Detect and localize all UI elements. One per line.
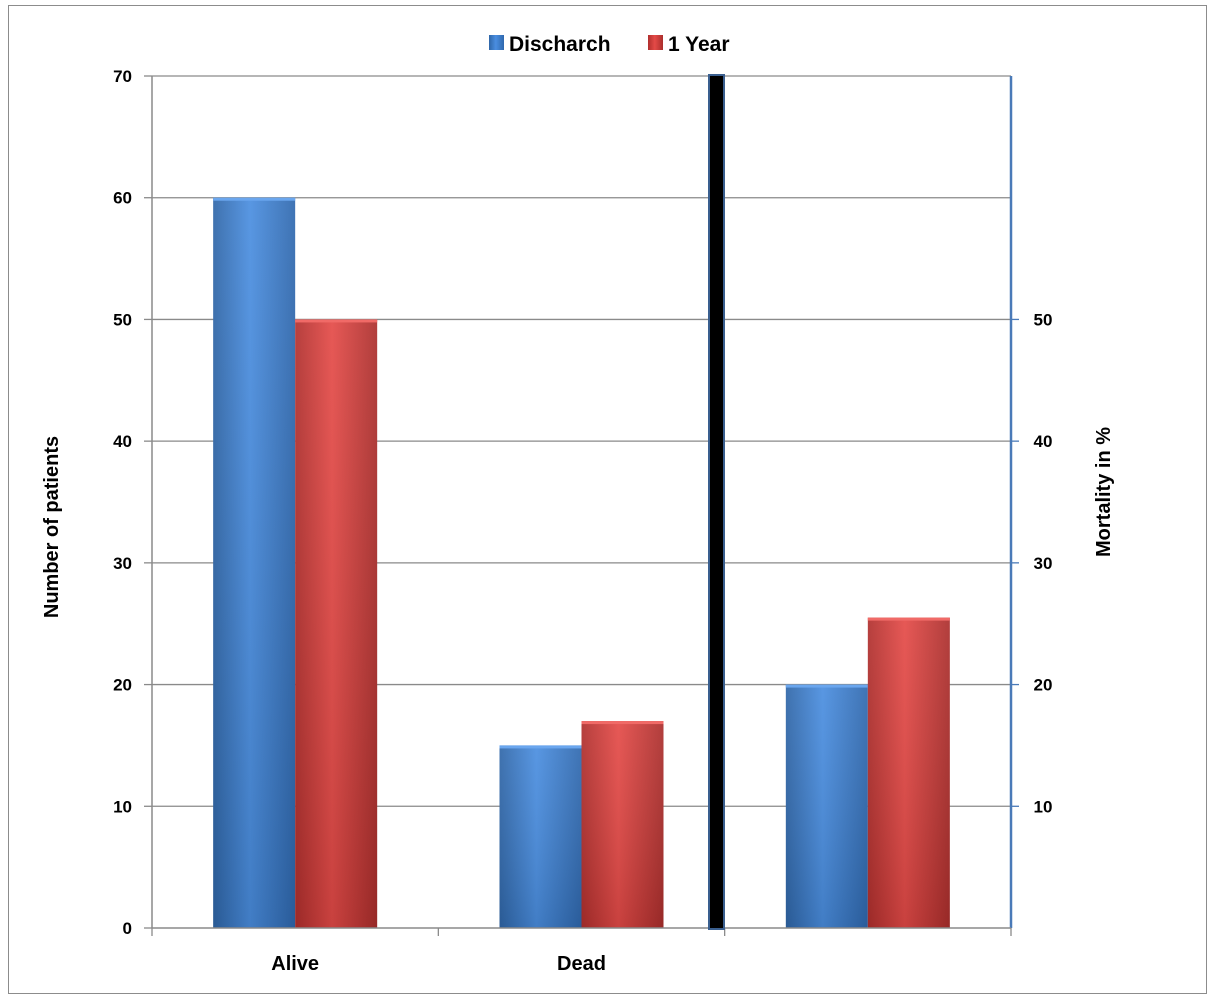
x-category-label: Alive [271, 953, 319, 975]
y2-axis-title: Mortality in % [1093, 427, 1115, 557]
bar-shade [499, 745, 582, 928]
y2-tick-label: 30 [1034, 554, 1053, 573]
bar-top-edge [867, 617, 950, 621]
bar-top-edge [581, 721, 664, 725]
legend: Discharch 1 Year [489, 33, 730, 56]
bars [213, 197, 950, 928]
legend-swatch-discharch [489, 35, 504, 50]
legend-label-1-year: 1 Year [668, 33, 730, 56]
bar-top-edge [213, 197, 296, 201]
y-tick-label: 10 [113, 797, 132, 816]
x-category-label: Dead [557, 953, 606, 975]
y2-tick-label: 20 [1034, 676, 1053, 695]
axes [144, 75, 1019, 936]
chart-divider [708, 74, 725, 930]
y-tick-label: 60 [113, 189, 132, 208]
bar-shade [785, 684, 868, 928]
y-tick-labels: 0 10 20 30 40 50 60 70 [113, 67, 132, 938]
bar-shade [295, 319, 378, 928]
bar-shade [581, 721, 664, 928]
y-tick-label: 40 [113, 432, 132, 451]
y2-tick-label: 40 [1034, 432, 1053, 451]
y-tick-label: 70 [113, 67, 132, 86]
category-labels: Alive Dead [271, 953, 606, 975]
y-tick-label: 30 [113, 554, 132, 573]
bar-top-edge [785, 684, 868, 688]
legend-label-discharch: Discharch [509, 33, 611, 56]
legend-swatch-1-year [648, 35, 663, 50]
bar-shade [867, 617, 950, 928]
bar-top-edge [295, 319, 378, 323]
bar-top-edge [499, 745, 582, 749]
y-tick-label: 0 [123, 919, 132, 938]
y2-tick-label: 10 [1034, 797, 1053, 816]
y-axis-title: Number of patients [41, 436, 63, 618]
y2-tick-labels: 10 20 30 40 50 [1034, 310, 1053, 816]
y-tick-label: 20 [113, 676, 132, 695]
bar-shade [213, 197, 296, 928]
y2-tick-label: 50 [1034, 310, 1053, 329]
y-tick-label: 50 [113, 310, 132, 329]
